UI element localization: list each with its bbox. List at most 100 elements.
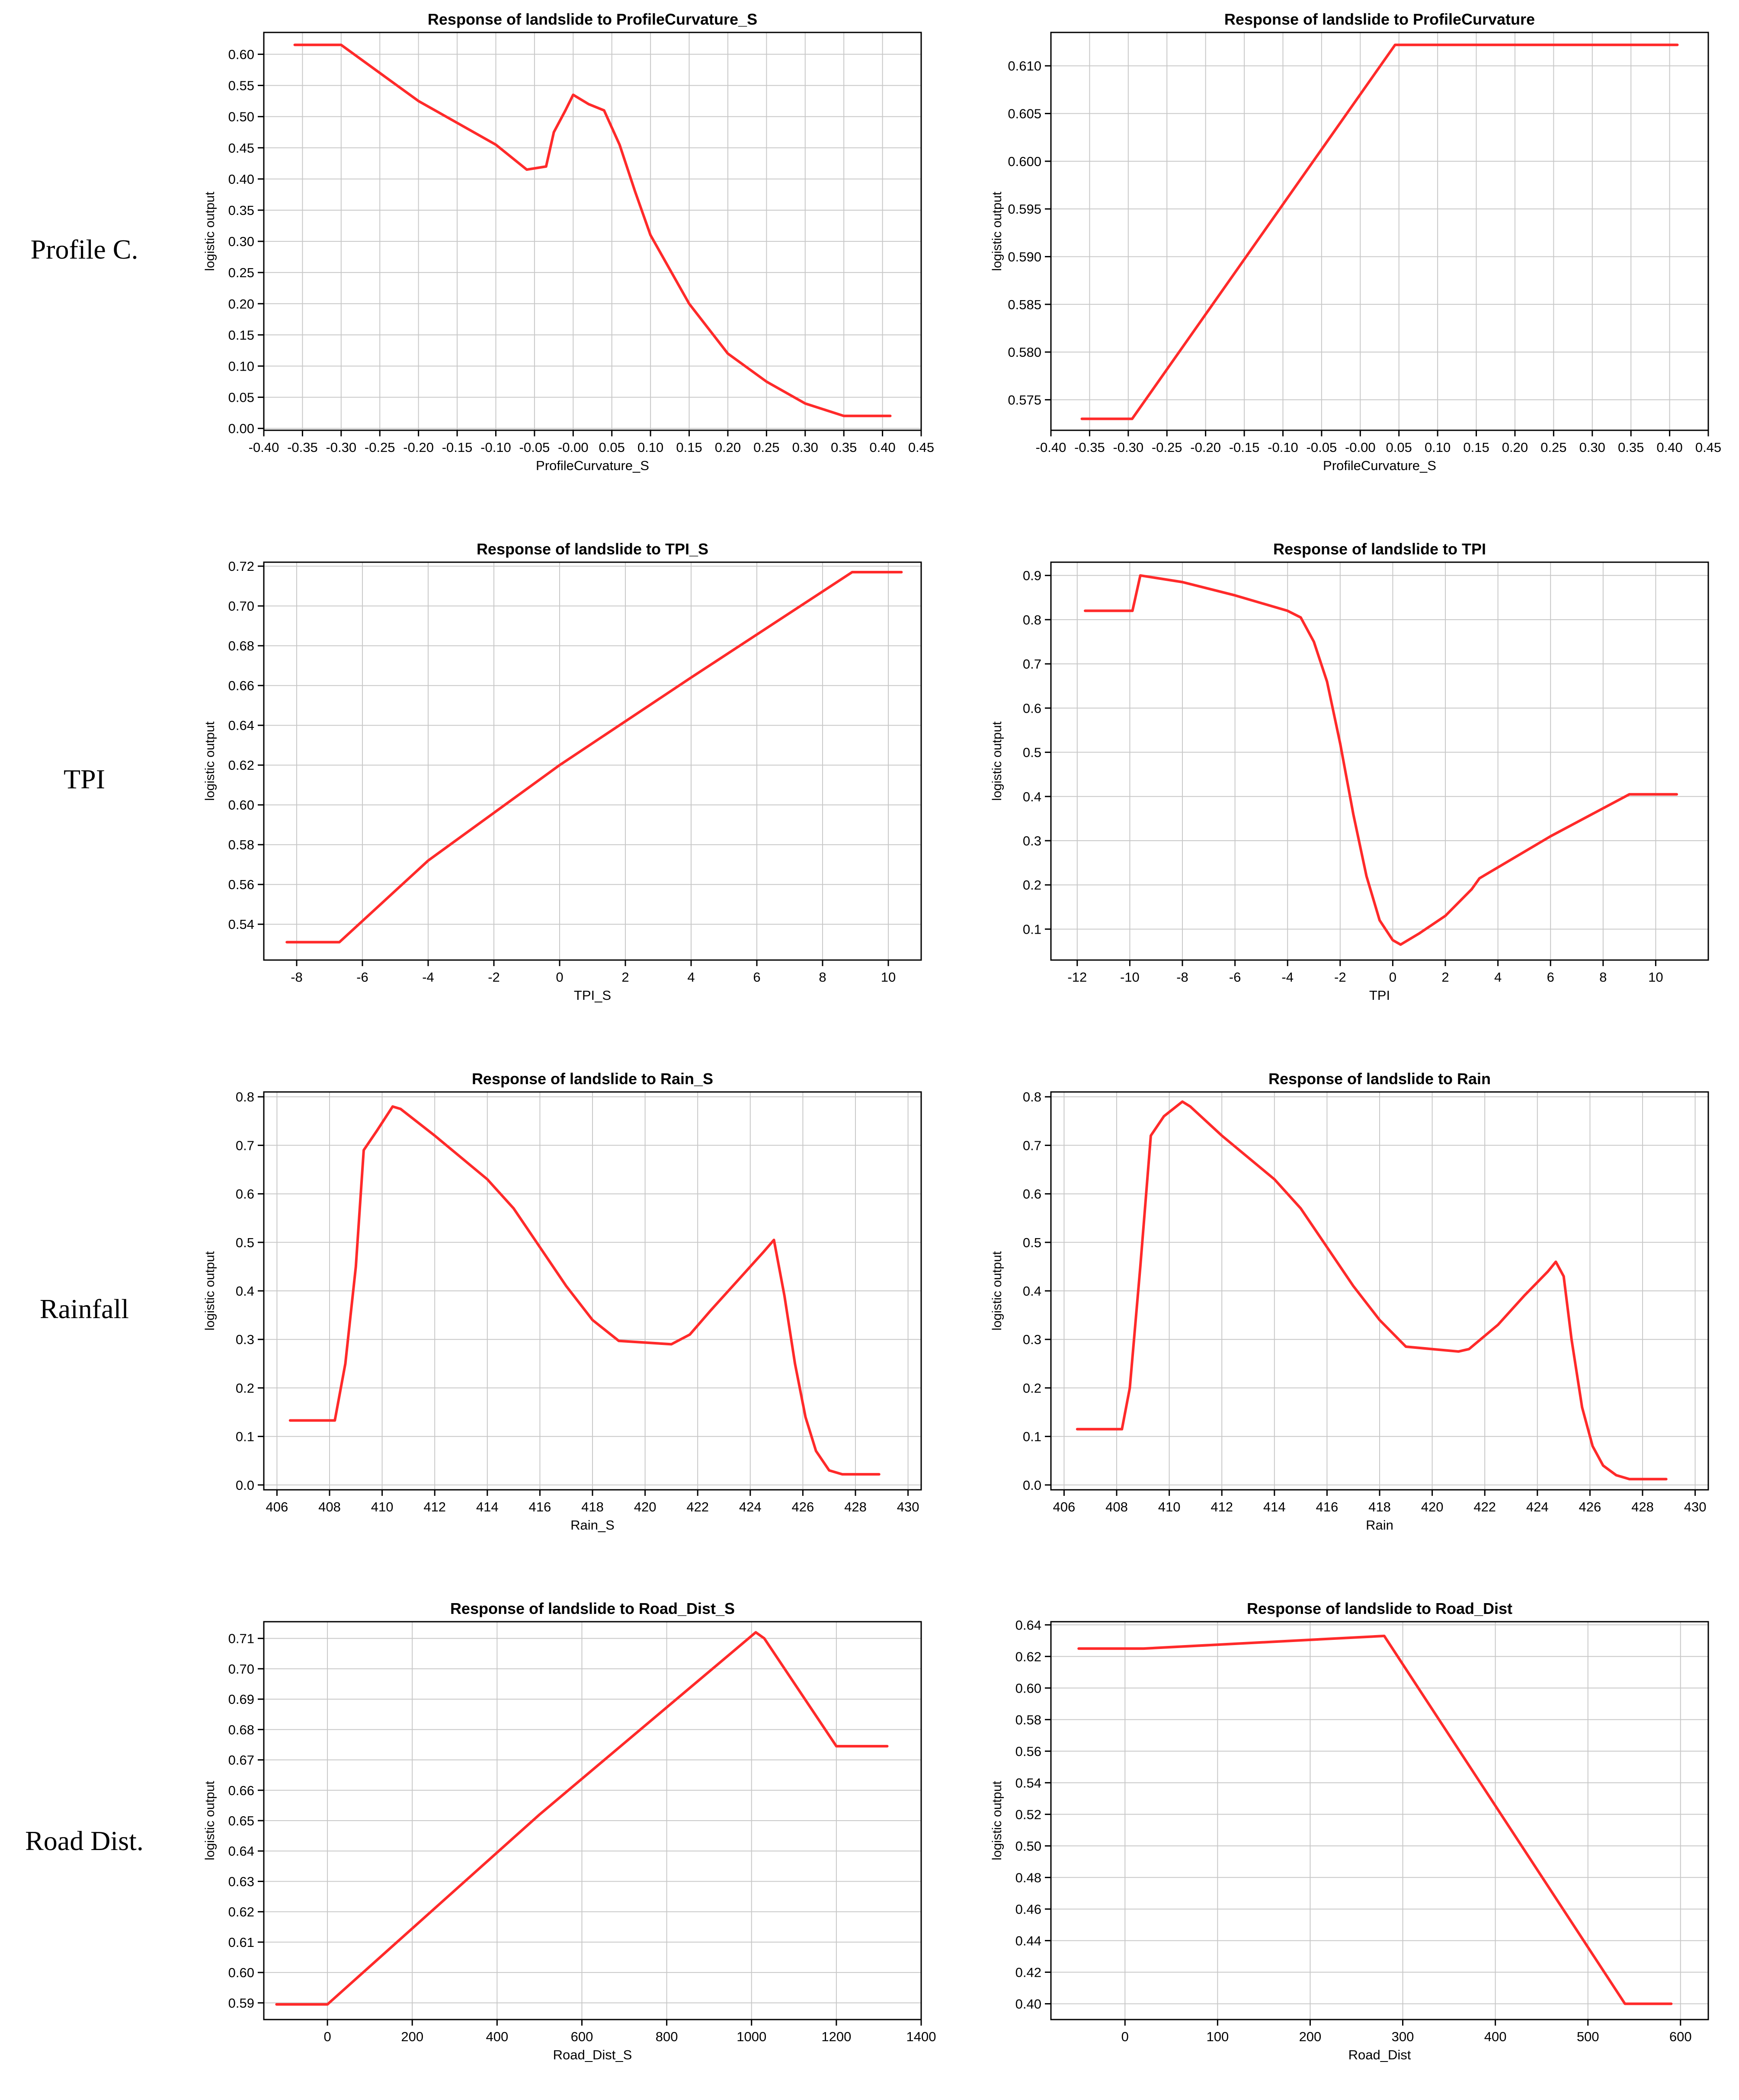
x-axis-label: Rain_S xyxy=(570,1517,615,1533)
x-tick-label: 424 xyxy=(1526,1499,1549,1514)
y-tick-label: 0.7 xyxy=(236,1138,254,1153)
x-tick-label: 408 xyxy=(318,1499,341,1514)
y-tick-label: 0.610 xyxy=(1008,58,1041,74)
chart-profile-curvature: Response of landslide to ProfileCurvatur… xyxy=(990,10,1721,473)
x-tick-label: 0.20 xyxy=(1502,440,1528,455)
chart-road-dist: Response of landslide to Road_Dist 0 100 20… xyxy=(990,1600,1709,2062)
x-axis-label: Rain xyxy=(1366,1517,1393,1533)
chart-title: Response of landslide to Rain_S xyxy=(472,1070,713,1088)
y-axis-label: logistic output xyxy=(990,1251,1004,1331)
x-axis-label: Road_Dist_S xyxy=(553,2047,632,2062)
x-tick-label: -0.00 xyxy=(1345,440,1376,455)
y-tick-label: 0.56 xyxy=(1015,1744,1041,1759)
y-axis-label: logistic output xyxy=(203,1781,217,1860)
response-curve xyxy=(275,1631,889,2006)
x-tick-label: -8 xyxy=(1176,970,1188,985)
y-tick-label: 0.1 xyxy=(236,1429,254,1444)
y-tick-label: 0.3 xyxy=(236,1332,254,1347)
x-tick-label: 412 xyxy=(423,1499,446,1514)
y-tick-label: 0.45 xyxy=(228,141,254,156)
y-tick-label: 0.8 xyxy=(1023,1089,1041,1104)
y-tick-label: 0.70 xyxy=(228,1661,254,1677)
y-tick-label: 0.4 xyxy=(1023,1284,1041,1299)
x-tick-label: 412 xyxy=(1211,1499,1233,1514)
x-axis-label: Road_Dist xyxy=(1348,2047,1411,2062)
y-axis-label: logistic output xyxy=(990,721,1004,801)
x-tick-label: -4 xyxy=(422,970,434,985)
x-tick-label: 0 xyxy=(323,2029,331,2044)
y-tick-label: 0.595 xyxy=(1008,202,1041,217)
x-tick-label: -0.15 xyxy=(1229,440,1260,455)
y-tick-label: 0.42 xyxy=(1015,1965,1041,1980)
x-tick-label: 1200 xyxy=(821,2029,851,2044)
chart-rain: Response of landslide to Rain 406 408 410 41… xyxy=(990,1070,1709,1533)
x-tick-label: 400 xyxy=(486,2029,508,2044)
x-tick-label: -0.00 xyxy=(558,440,589,455)
y-axis-label: logistic output xyxy=(990,1781,1004,1860)
x-tick-label: -8 xyxy=(291,970,303,985)
y-tick-label: 0.60 xyxy=(1015,1681,1041,1696)
response-curve xyxy=(1084,574,1678,946)
x-tick-label: 0 xyxy=(1389,970,1396,985)
x-tick-label: 410 xyxy=(371,1499,394,1514)
y-tick-label: 0.52 xyxy=(1015,1807,1041,1822)
x-tick-label: 428 xyxy=(844,1499,867,1514)
x-tick-label: 0.15 xyxy=(676,440,702,455)
y-tick-label: 0.2 xyxy=(236,1380,254,1396)
y-tick-label: 0.5 xyxy=(1023,1235,1041,1250)
x-tick-label: 300 xyxy=(1392,2029,1414,2044)
x-tick-label: 414 xyxy=(1263,1499,1286,1514)
x-tick-label: 422 xyxy=(686,1499,709,1514)
y-tick-label: 0.71 xyxy=(228,1631,254,1646)
x-tick-label: -0.40 xyxy=(249,440,279,455)
x-tick-label: 428 xyxy=(1631,1499,1654,1514)
x-tick-label: 0.35 xyxy=(831,440,857,455)
x-tick-label: 0.35 xyxy=(1618,440,1644,455)
y-tick-label: 0.68 xyxy=(228,1722,254,1737)
y-tick-label: 0.00 xyxy=(228,421,254,436)
y-tick-label: 0.66 xyxy=(228,1783,254,1798)
x-axis-label: TPI_S xyxy=(574,988,611,1003)
y-tick-label: 0.15 xyxy=(228,327,254,343)
y-tick-label: 0.8 xyxy=(1023,612,1041,627)
y-tick-label: 0.9 xyxy=(1023,568,1041,583)
x-tick-label: 410 xyxy=(1158,1499,1181,1514)
y-tick-label: 0.48 xyxy=(1015,1870,1041,1885)
chart-title: Response of landslide to TPI_S xyxy=(477,540,708,558)
x-tick-label: 0.15 xyxy=(1463,440,1489,455)
x-tick-label: 0 xyxy=(1121,2029,1129,2044)
x-tick-label: 408 xyxy=(1105,1499,1128,1514)
y-tick-label: 0.7 xyxy=(1023,1138,1041,1153)
y-tick-label: 0.70 xyxy=(228,599,254,614)
chart-title: Response of landslide to Rain xyxy=(1268,1070,1491,1088)
y-tick-label: 0.64 xyxy=(228,718,254,733)
x-tick-label: 2 xyxy=(621,970,629,985)
x-tick-label: 430 xyxy=(897,1499,919,1514)
row-label-rainfall: Rainfall xyxy=(39,1293,129,1324)
x-tick-label: -0.20 xyxy=(403,440,434,455)
y-tick-label: 0.60 xyxy=(228,47,254,62)
y-tick-label: 0.58 xyxy=(1015,1712,1041,1727)
y-tick-label: 0.6 xyxy=(1023,1187,1041,1202)
y-axis-label: logistic output xyxy=(990,192,1004,271)
x-axis-label: ProfileCurvature_S xyxy=(536,458,649,473)
y-tick-label: 0.40 xyxy=(228,172,254,187)
x-tick-label: -0.40 xyxy=(1036,440,1066,455)
x-tick-label: 6 xyxy=(1547,970,1554,985)
x-tick-label: 0.40 xyxy=(869,440,895,455)
x-tick-label: -0.05 xyxy=(519,440,550,455)
x-tick-label: 424 xyxy=(739,1499,762,1514)
y-tick-label: 0.7 xyxy=(1023,656,1041,672)
plot-frame xyxy=(263,561,922,961)
x-tick-label: 0.10 xyxy=(1425,440,1451,455)
x-tick-label: 0.10 xyxy=(637,440,663,455)
x-tick-label: 406 xyxy=(1053,1499,1076,1514)
y-tick-label: 0.590 xyxy=(1008,249,1041,264)
y-tick-label: 0.44 xyxy=(1015,1933,1041,1948)
x-tick-label: 420 xyxy=(1421,1499,1444,1514)
chart-profile-curvature-s: Response of landslide to ProfileCurvatur… xyxy=(203,10,934,473)
chart-title: Response of landslide to ProfileCurvatur… xyxy=(1224,10,1535,28)
chart-tpi: Response of landslide to TPI -12 -10 -8 -6 -4… xyxy=(990,540,1709,1003)
y-tick-label: 0.20 xyxy=(228,296,254,311)
